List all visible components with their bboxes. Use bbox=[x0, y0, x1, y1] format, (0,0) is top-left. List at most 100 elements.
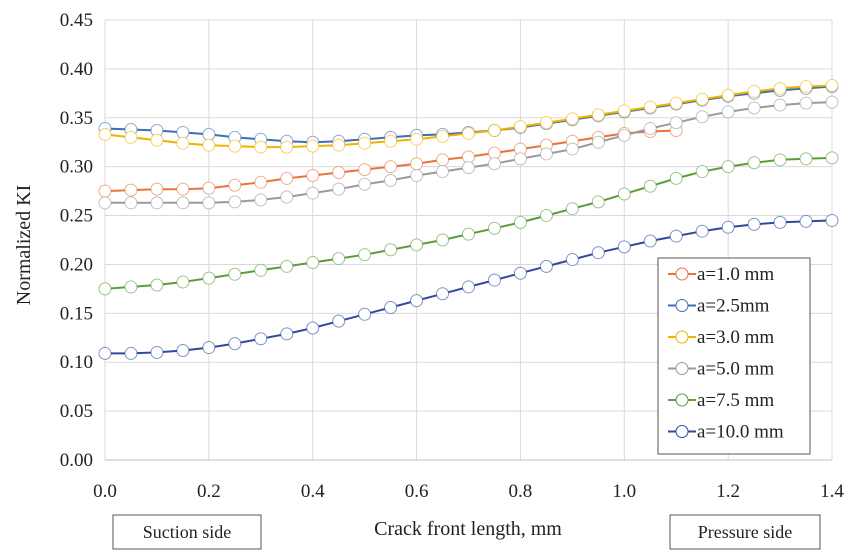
data-point bbox=[228, 337, 242, 351]
data-point bbox=[150, 196, 164, 210]
y-tick-label: 0.05 bbox=[60, 401, 93, 422]
data-point bbox=[669, 96, 683, 110]
data-point bbox=[124, 346, 138, 360]
legend-item: a=2.5mm bbox=[668, 296, 770, 317]
data-point bbox=[462, 150, 475, 164]
data-point bbox=[332, 138, 346, 152]
data-point bbox=[643, 234, 657, 248]
data-point bbox=[332, 252, 346, 266]
data-point bbox=[773, 98, 787, 112]
data-point bbox=[410, 238, 424, 252]
data-point bbox=[436, 165, 450, 179]
data-point bbox=[487, 157, 501, 171]
data-point bbox=[150, 182, 164, 196]
data-point bbox=[176, 136, 190, 150]
data-point bbox=[306, 139, 320, 153]
data-point bbox=[487, 273, 501, 287]
data-point bbox=[513, 215, 527, 229]
data-point bbox=[462, 161, 475, 175]
legend-swatch-marker bbox=[675, 267, 689, 281]
data-point bbox=[513, 120, 527, 134]
data-point bbox=[150, 278, 164, 292]
data-point bbox=[280, 259, 294, 273]
x-tick-label: 0.0 bbox=[93, 481, 117, 502]
legend-label: a=3.0 mm bbox=[697, 327, 774, 348]
data-point bbox=[384, 173, 398, 187]
data-point bbox=[695, 165, 709, 179]
data-point bbox=[332, 166, 346, 180]
data-point bbox=[124, 183, 138, 197]
data-point bbox=[462, 126, 475, 140]
data-point bbox=[721, 105, 735, 119]
data-point bbox=[669, 229, 683, 243]
data-point bbox=[643, 100, 657, 114]
suction-side-label: Suction side bbox=[143, 522, 232, 542]
y-tick-label: 0.35 bbox=[60, 108, 93, 129]
data-point bbox=[695, 224, 709, 238]
data-point bbox=[487, 146, 501, 160]
y-tick-label: 0.15 bbox=[60, 303, 93, 324]
axes: 0.00 0.05 0.10 0.15 0.20 0.25 0.30 0.35 0.40 0.45… bbox=[60, 10, 845, 502]
data-point bbox=[721, 220, 735, 234]
data-point bbox=[799, 96, 813, 110]
y-tick-label: 0.25 bbox=[60, 206, 93, 227]
data-point bbox=[825, 213, 839, 227]
data-point bbox=[643, 122, 657, 136]
data-point bbox=[513, 152, 527, 166]
data-point bbox=[98, 184, 112, 198]
data-point bbox=[591, 108, 605, 122]
data-point bbox=[358, 163, 372, 177]
data-point bbox=[254, 332, 268, 346]
x-tick-label: 1.4 bbox=[820, 481, 844, 502]
data-point bbox=[202, 271, 216, 285]
data-point bbox=[825, 95, 839, 109]
legend-swatch-marker bbox=[675, 299, 689, 312]
data-point bbox=[487, 123, 501, 137]
data-point bbox=[384, 160, 398, 174]
legend-swatch-marker bbox=[675, 330, 689, 344]
data-point bbox=[98, 346, 112, 360]
data-point bbox=[332, 314, 346, 328]
legend-box bbox=[657, 257, 811, 455]
data-point bbox=[98, 196, 112, 210]
suction-side-annotation: Suction side bbox=[112, 514, 262, 550]
pressure-side-label: Pressure side bbox=[698, 522, 792, 542]
data-point bbox=[358, 248, 372, 262]
data-point bbox=[436, 233, 450, 247]
legend-swatch-marker bbox=[675, 393, 689, 407]
data-point bbox=[487, 221, 501, 235]
data-point bbox=[539, 259, 553, 273]
series-0 bbox=[98, 123, 683, 198]
legend: a=1.0 mm a=2.5mm a=3.0 mm a=5.0 mm a=7.5 mm a… bbox=[657, 257, 811, 455]
data-point bbox=[176, 275, 190, 289]
data-point bbox=[124, 280, 138, 294]
data-point bbox=[358, 177, 372, 191]
legend-label: a=10.0 mm bbox=[697, 422, 784, 443]
data-point bbox=[228, 267, 242, 281]
data-point bbox=[799, 152, 813, 166]
suction-side-box bbox=[112, 514, 262, 550]
data-point bbox=[773, 81, 787, 95]
series-2 bbox=[98, 79, 839, 154]
legend-swatch-marker bbox=[675, 425, 689, 438]
data-point bbox=[228, 195, 242, 209]
data-point bbox=[591, 135, 605, 149]
x-tick-label: 0.2 bbox=[197, 481, 221, 502]
data-point bbox=[747, 156, 761, 170]
data-point bbox=[799, 79, 813, 93]
data-point bbox=[254, 193, 268, 207]
data-point bbox=[150, 133, 164, 147]
data-point bbox=[617, 104, 631, 118]
data-point bbox=[124, 196, 138, 210]
series-4 bbox=[98, 151, 839, 296]
data-point bbox=[591, 195, 605, 209]
data-point bbox=[825, 79, 839, 93]
data-point bbox=[565, 142, 579, 156]
data-point bbox=[721, 160, 735, 174]
data-point bbox=[436, 287, 450, 301]
data-point bbox=[384, 134, 398, 148]
x-tick-label: 0.8 bbox=[509, 481, 533, 502]
legend-item: a=5.0 mm bbox=[668, 359, 774, 380]
data-point bbox=[98, 282, 112, 296]
